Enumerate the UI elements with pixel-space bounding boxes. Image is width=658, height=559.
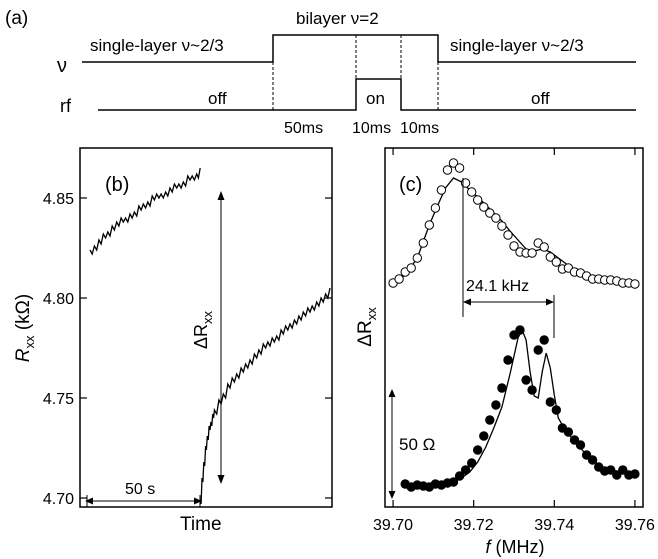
filled-data-point xyxy=(503,355,513,365)
open-data-point xyxy=(424,220,434,230)
panel-c-x-tick-label: 39.76 xyxy=(615,517,655,534)
filled-data-point xyxy=(460,465,471,475)
split-label: 24.1 kHz xyxy=(466,278,529,295)
resistance-scale-bar-label: 50 Ω xyxy=(399,435,435,454)
filled-data-point xyxy=(448,477,459,487)
panel-c-y-axis-label: ΔRxx xyxy=(355,307,379,347)
filled-data-point xyxy=(473,445,483,455)
panel-b-y-tick-label: 4.85 xyxy=(43,191,74,208)
open-data-point xyxy=(545,252,555,262)
filled-data-point xyxy=(491,400,501,410)
rf-on-label: on xyxy=(366,89,385,108)
rf-off-right-label: off xyxy=(531,89,550,108)
panel-c-x-axis-label: f (MHz) xyxy=(486,537,545,557)
resistance-scale-bar xyxy=(388,389,396,499)
panel-c-fit-curve-2 xyxy=(405,328,636,487)
duration-label-1: 50ms xyxy=(284,120,323,137)
panel-b-y-axis-label: Rxx (kΩ) xyxy=(13,294,37,362)
panel-b-series-1-line xyxy=(89,167,201,256)
filled-data-point xyxy=(606,465,616,475)
filled-data-point xyxy=(618,465,628,475)
panel-b-series-2-line xyxy=(199,287,331,505)
panel-c-x-ticks: 39.70 39.72 39.74 39.76 xyxy=(373,148,655,534)
filled-data-point xyxy=(630,469,640,479)
delta-r-label-b: ΔRxx xyxy=(191,310,215,349)
open-data-point xyxy=(436,185,447,195)
panel-c-label: (c) xyxy=(399,174,422,196)
open-data-point xyxy=(467,187,477,197)
filled-data-point xyxy=(539,335,549,345)
panel-b: (b) 4.70 4.75 4.80 4.85 ΔRxx 50 s Time Rxx … xyxy=(13,147,333,535)
right-state-label: single-layer ν~2/3 xyxy=(450,36,584,55)
open-data-point xyxy=(551,257,561,267)
filled-data-point xyxy=(569,435,580,445)
open-data-point xyxy=(473,195,483,205)
delta-r-arrow xyxy=(217,191,225,484)
open-data-point xyxy=(394,274,404,284)
middle-state-label: bilayer ν=2 xyxy=(296,9,379,28)
open-data-point xyxy=(479,202,489,212)
panel-b-y-tick-label: 4.70 xyxy=(43,491,74,508)
filled-data-point xyxy=(575,440,586,450)
filled-data-point xyxy=(509,330,519,340)
open-data-point xyxy=(630,279,640,289)
open-data-point xyxy=(454,163,465,173)
open-data-point xyxy=(442,165,453,175)
panel-a: (a) ν rf single-layer ν~2/3 bilayer ν=2 … xyxy=(5,8,636,137)
filled-data-point xyxy=(485,415,495,425)
open-data-point xyxy=(509,241,519,251)
panel-c: (c) 39.70 39.72 39.74 39.76 24.1 kHz 50 Ω Δ… xyxy=(355,147,655,557)
panel-c-points xyxy=(388,158,640,492)
filled-data-point xyxy=(563,427,574,437)
filled-data-point xyxy=(581,450,592,460)
open-data-point xyxy=(503,230,513,240)
panel-c-x-tick-label: 39.74 xyxy=(534,517,574,534)
open-data-point xyxy=(418,238,428,248)
panel-b-x-axis-label: Time xyxy=(180,514,222,535)
open-data-point xyxy=(491,213,501,223)
open-data-point xyxy=(497,221,507,231)
filled-data-point xyxy=(521,375,531,385)
rf-off-left-label: off xyxy=(208,89,227,108)
duration-label-2: 10ms xyxy=(352,120,391,137)
open-data-point xyxy=(485,208,495,218)
filled-data-point xyxy=(515,325,525,335)
panel-b-y-tick-label: 4.75 xyxy=(43,391,74,408)
split-annotation xyxy=(462,178,555,338)
panel-b-label: (b) xyxy=(105,174,129,196)
open-data-point xyxy=(406,263,416,273)
open-data-point xyxy=(448,158,459,168)
filled-data-point xyxy=(551,405,561,415)
rf-waveform xyxy=(98,78,636,111)
rf-row-label: rf xyxy=(60,96,72,116)
panel-c-frame xyxy=(384,147,644,508)
filled-data-point xyxy=(497,383,507,393)
filled-data-point xyxy=(545,397,555,407)
open-data-point xyxy=(430,203,441,213)
panel-c-fit-curve-1 xyxy=(392,177,635,285)
filled-data-point xyxy=(454,471,465,481)
panel-a-label: (a) xyxy=(5,8,28,29)
panel-b-y-ticks: 4.70 4.75 4.80 4.85 xyxy=(43,191,332,508)
left-state-label: single-layer ν~2/3 xyxy=(90,36,224,55)
open-data-point xyxy=(539,242,549,252)
filled-data-point xyxy=(612,470,622,480)
filled-data-point xyxy=(533,345,543,355)
open-data-point xyxy=(527,248,537,258)
panel-b-y-tick-label: 4.80 xyxy=(43,291,74,308)
panel-b-series xyxy=(89,167,331,505)
filled-data-point xyxy=(467,458,477,468)
open-data-point xyxy=(412,253,422,263)
panel-c-x-tick-label: 39.72 xyxy=(454,517,494,534)
panel-c-x-tick-label: 39.70 xyxy=(373,517,413,534)
filled-data-point xyxy=(587,455,598,465)
duration-label-3: 10ms xyxy=(400,120,439,137)
time-scale-bar-label: 50 s xyxy=(125,481,155,498)
nu-row-label: ν xyxy=(57,55,67,77)
panel-b-frame xyxy=(79,147,333,508)
filled-data-point xyxy=(527,385,537,395)
filled-data-point xyxy=(479,431,489,441)
time-scale-bar xyxy=(85,495,202,507)
